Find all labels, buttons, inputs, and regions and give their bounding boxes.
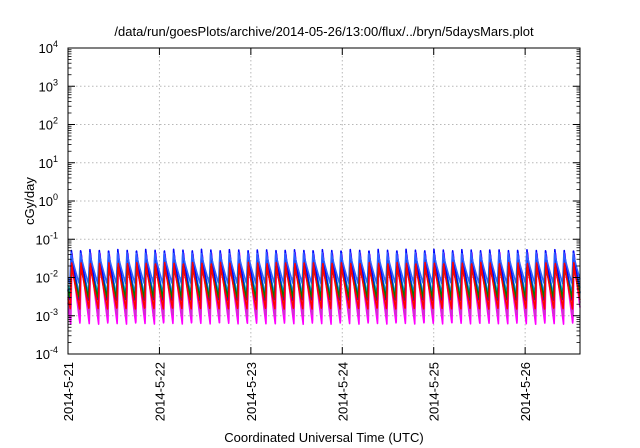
x-tick-label: 2014-5-21	[61, 362, 76, 421]
x-tick-labels: 2014-5-21 2014-5-22 2014-5-23 2014-5-24 2014…	[61, 362, 533, 421]
grid-lines	[68, 48, 580, 354]
y-axis-label: cGy/day	[22, 177, 37, 225]
y-tick-label: 10-1	[36, 230, 58, 247]
y-tick-label: 102	[39, 116, 58, 133]
data-series	[67, 248, 581, 326]
x-tick-label: 2014-5-24	[335, 362, 350, 421]
y-tick-label: 10-2	[36, 269, 58, 286]
y-tick-label: 100	[39, 192, 58, 209]
x-tick-label: 2014-5-26	[518, 362, 533, 421]
x-tick-label: 2014-5-23	[244, 362, 259, 421]
y-tick-label: 10-3	[36, 307, 58, 324]
series-line	[67, 261, 581, 310]
y-tick-label: 10-4	[36, 345, 58, 362]
x-tick-label: 2014-5-25	[427, 362, 442, 421]
x-tick-label: 2014-5-22	[152, 362, 167, 421]
x-axis-label: Coordinated Universal Time (UTC)	[224, 430, 423, 445]
chart-title: /data/run/goesPlots/archive/2014-05-26/1…	[114, 24, 534, 39]
tick-marks	[67, 47, 580, 355]
y-tick-label: 103	[39, 77, 58, 94]
series-line	[67, 251, 581, 285]
y-tick-label: 101	[39, 154, 58, 171]
y-tick-labels: 10-4 10-3 10-2 10-1 100 101 102 103 104	[36, 39, 58, 362]
y-tick-label: 104	[39, 39, 58, 56]
